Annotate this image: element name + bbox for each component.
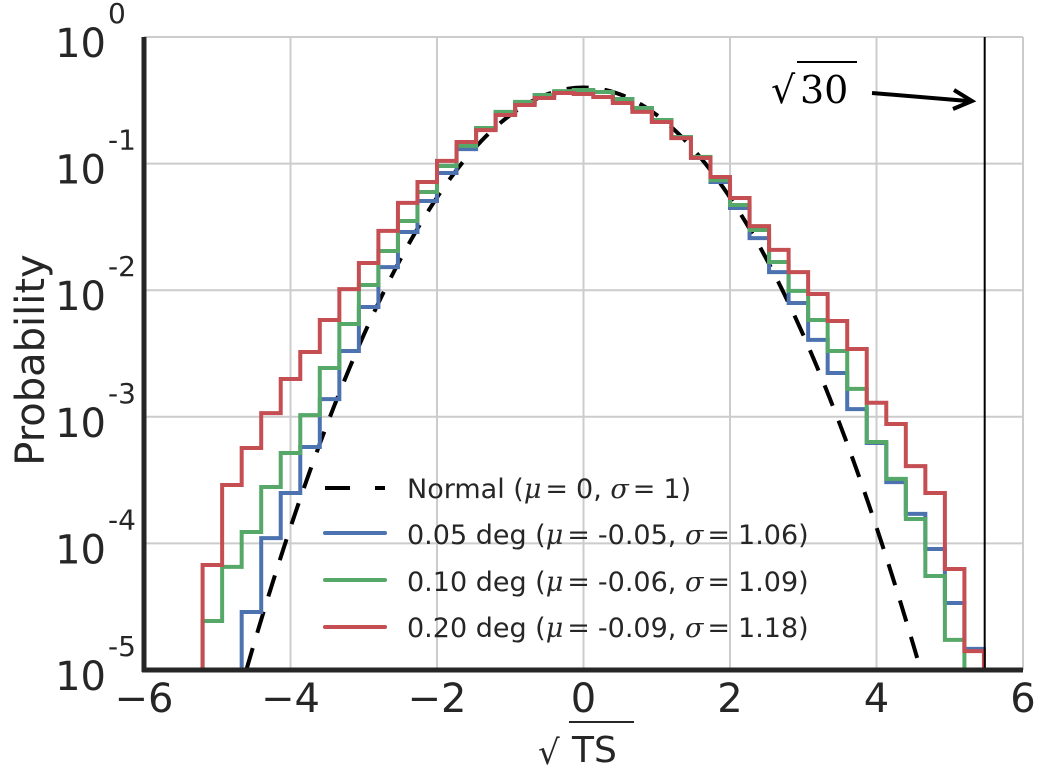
- y-tick-base: 10: [55, 274, 106, 320]
- y-tick-exponent: -4: [108, 503, 136, 536]
- x-tick-label: −4: [261, 676, 320, 722]
- histogram-step-line: [200, 88, 967, 670]
- x-tick-label: 2: [717, 676, 742, 722]
- x-axis-label-radicand: TS: [571, 730, 617, 771]
- x-tick-label: 0: [571, 676, 596, 722]
- series-0-10-deg: [200, 88, 967, 670]
- x-tick-label: −2: [408, 676, 467, 722]
- histogram-series-layer: [200, 88, 986, 670]
- y-tick-exponent: -3: [108, 377, 136, 410]
- legend-label-0-10-deg: 0.10 deg (μ = -0.06, σ = 1.09): [407, 567, 809, 598]
- y-tick-base: 10: [55, 148, 106, 194]
- x-tick-labels: −6 −4 −2 0 2 4 6: [115, 676, 1036, 722]
- y-tick-exponent: 0: [108, 0, 126, 30]
- legend-label-0-20-deg: 0.20 deg (μ = -0.09, σ = 1.18): [407, 613, 809, 644]
- series-0-20-deg: [200, 91, 986, 670]
- x-tick-label: 4: [864, 676, 889, 722]
- y-tick-label: 10-3: [55, 377, 136, 447]
- legend-entry-normal: Normal (μ = 0, σ = 1): [325, 474, 691, 505]
- y-tick-label: 10-1: [55, 124, 136, 194]
- x-axis-label: √ TS: [538, 721, 634, 773]
- sqrt30-annotation: √ 30: [771, 61, 977, 112]
- y-axis-label: Probability: [8, 254, 54, 465]
- axes: [141, 37, 1023, 673]
- legend-entry-0-10-deg: 0.10 deg (μ = -0.06, σ = 1.09): [323, 567, 809, 598]
- y-tick-exponent: -2: [108, 250, 136, 283]
- annotation-arrow-head: [952, 88, 977, 111]
- y-tick-base: 10: [55, 21, 106, 67]
- x-tick-label: 6: [1010, 676, 1035, 722]
- annotation-radicand: 30: [800, 68, 848, 112]
- y-tick-base: 10: [55, 401, 106, 447]
- annotation-radical: √: [771, 68, 796, 112]
- legend-label-0-05-deg: 0.05 deg (μ = -0.05, σ = 1.06): [407, 520, 809, 551]
- x-tick-label: −6: [115, 676, 174, 722]
- y-tick-label: 10-2: [55, 250, 136, 320]
- y-tick-label: 10-4: [55, 503, 136, 573]
- legend-entry-0-05-deg: 0.05 deg (μ = -0.05, σ = 1.06): [323, 520, 809, 551]
- annotation-arrow-shaft: [871, 91, 969, 103]
- y-tick-exponent: -5: [108, 630, 136, 663]
- legend-label-normal: Normal (μ = 0, σ = 1): [407, 474, 691, 505]
- y-tick-base: 10: [55, 527, 106, 573]
- y-tick-base: 10: [55, 654, 106, 700]
- y-tick-label: 10-5: [55, 630, 136, 700]
- y-tick-label: 100: [55, 0, 126, 67]
- legend-entry-0-20-deg: 0.20 deg (μ = -0.09, σ = 1.18): [323, 613, 809, 644]
- y-tick-exponent: -1: [108, 124, 136, 157]
- histogram-step-line: [200, 91, 986, 670]
- legend: Normal (μ = 0, σ = 1) 0.05 deg (μ = -0.05, σ = 1…: [323, 474, 809, 644]
- x-axis-label-radical: √: [538, 733, 560, 773]
